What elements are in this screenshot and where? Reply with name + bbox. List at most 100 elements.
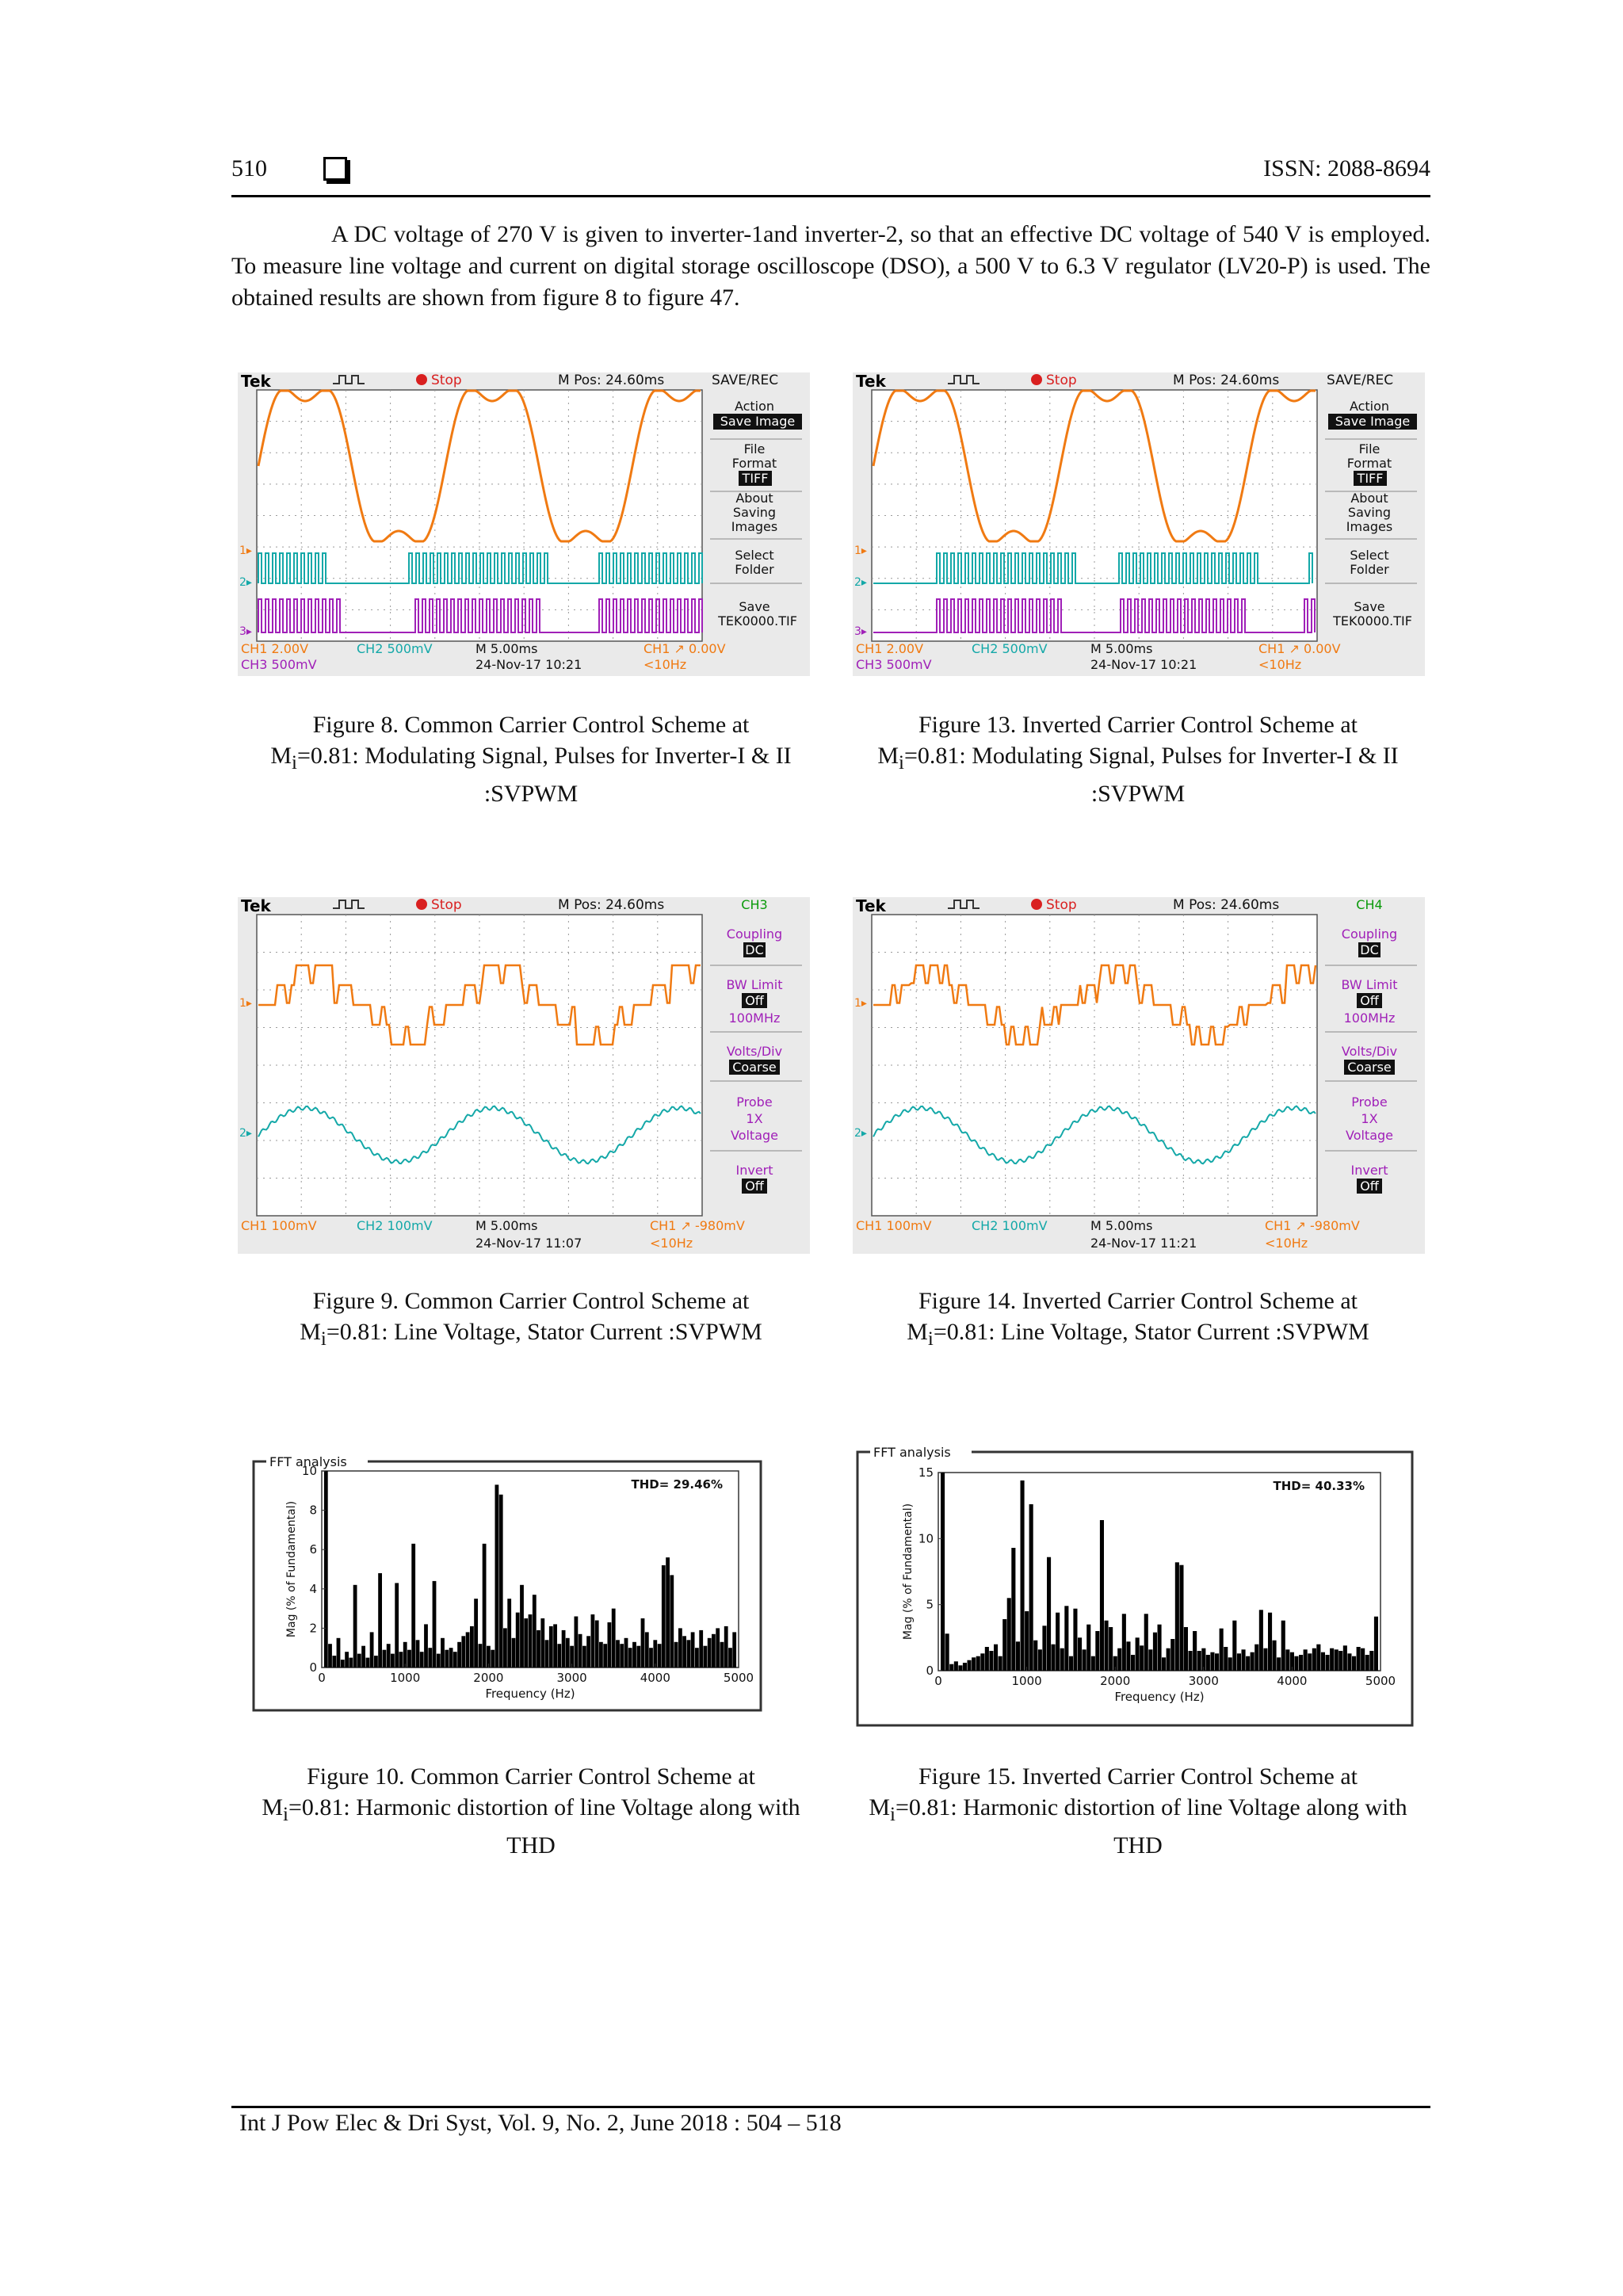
fft-bar [548, 1626, 553, 1668]
fft-bar [1068, 1656, 1073, 1671]
stop-indicator-icon [1031, 899, 1042, 910]
fft-bar [1246, 1656, 1251, 1671]
svg-text:File: File [1359, 441, 1381, 457]
fft-bar [1183, 1627, 1188, 1671]
svg-text:Saving: Saving [1348, 505, 1391, 520]
fft-bar [674, 1641, 678, 1668]
fft-bar [1215, 1653, 1220, 1671]
svg-text:Probe: Probe [736, 1095, 772, 1110]
fft-bar [511, 1637, 516, 1668]
x-tick-label: 5000 [724, 1671, 754, 1685]
fft-bar [1365, 1655, 1369, 1671]
svg-text:CH4: CH4 [1356, 897, 1382, 912]
fft-bar [395, 1583, 399, 1668]
x-tick-label: 4000 [640, 1671, 670, 1685]
y-tick-label: 0 [309, 1660, 317, 1675]
fft-bar [520, 1584, 524, 1668]
fft-bar [353, 1584, 357, 1668]
svg-text:2▸: 2▸ [854, 576, 867, 589]
fft-bar [716, 1628, 720, 1668]
fft-bar [945, 1633, 949, 1671]
fft-bar [994, 1644, 999, 1671]
fft-bar [532, 1595, 537, 1668]
fft-bar [1197, 1651, 1201, 1671]
svg-text:Save: Save [1354, 599, 1384, 614]
fft-bar [1131, 1655, 1136, 1671]
svg-text:BW Limit: BW Limit [727, 977, 783, 992]
oscilloscope-figure-13: Tek Stop M Pos: 24.60ms SAVE/REC Action … [853, 372, 1425, 676]
fft-bar [1166, 1648, 1170, 1671]
svg-text:24-Nov-17 10:21: 24-Nov-17 10:21 [1090, 657, 1197, 672]
fft-bar [1135, 1637, 1140, 1671]
fft-bar [1095, 1631, 1100, 1671]
fft-bar [1144, 1614, 1148, 1671]
fft-bar [465, 1632, 470, 1668]
fft-bar [1121, 1614, 1126, 1671]
svg-text:TIFF: TIFF [1357, 471, 1384, 486]
svg-text:Save Image: Save Image [720, 414, 795, 429]
fft-bar [1060, 1648, 1064, 1671]
fft-bar [1117, 1648, 1122, 1671]
fft-bar [636, 1645, 641, 1668]
fft-bar [1316, 1644, 1321, 1671]
fft-bar [1330, 1648, 1335, 1671]
y-tick-label: 4 [309, 1582, 317, 1596]
fft-bar [998, 1656, 1002, 1671]
svg-text:CH2 100mV: CH2 100mV [972, 1218, 1048, 1233]
stop-indicator-icon [416, 899, 427, 910]
fft-title: FFT analysis [873, 1445, 951, 1460]
menu-title: SAVE/REC [712, 372, 778, 388]
svg-text:M 5.00ms: M 5.00ms [1090, 1218, 1152, 1233]
fft-bar [649, 1648, 653, 1668]
fft-bar [415, 1640, 420, 1668]
fft-bar [328, 1644, 332, 1668]
caption-figure-14: Figure 14. Inverted Carrier Control Sche… [907, 1288, 1369, 1350]
fft-bar [498, 1494, 503, 1668]
svg-text:Invert: Invert [1350, 1163, 1388, 1178]
fft-bar [470, 1626, 474, 1668]
x-axis-label: Frequency (Hz) [1114, 1690, 1204, 1704]
fft-bar [941, 1473, 945, 1671]
fft-bar [678, 1628, 682, 1668]
fft-bar [661, 1565, 666, 1668]
fft-bar [507, 1599, 512, 1668]
fft-bar [1325, 1655, 1330, 1671]
y-tick-label: 15 [918, 1465, 934, 1480]
svg-text:24-Nov-17 11:07: 24-Nov-17 11:07 [475, 1236, 582, 1251]
svg-text:Select: Select [735, 548, 773, 563]
fft-bar [1236, 1653, 1241, 1671]
fft-bar [478, 1644, 483, 1668]
fft-bar [616, 1640, 620, 1668]
fft-bar [1285, 1649, 1290, 1671]
svg-text:Stop: Stop [431, 897, 462, 913]
fft-bar [1303, 1649, 1308, 1671]
fft-bar [1228, 1657, 1232, 1671]
fft-bar [1090, 1656, 1095, 1671]
svg-text:100MHz: 100MHz [729, 1010, 781, 1026]
footer-rule [231, 2106, 1430, 2108]
svg-text:Select: Select [1350, 548, 1388, 563]
fft-bar [958, 1665, 963, 1671]
fft-bar [1002, 1619, 1007, 1671]
fft-bar [1078, 1637, 1083, 1671]
fft-bar [428, 1648, 433, 1668]
fft-bar [537, 1629, 540, 1668]
y-tick-label: 0 [926, 1664, 934, 1678]
svg-text:3▸: 3▸ [239, 625, 252, 638]
fft-bar [561, 1629, 566, 1668]
svg-text:Folder: Folder [735, 562, 774, 577]
fft-bar [1162, 1657, 1167, 1671]
svg-text:M 5.00ms: M 5.00ms [475, 641, 537, 656]
fft-bar [1179, 1564, 1184, 1671]
fft-bar [407, 1649, 411, 1668]
svg-text:CH1 100mV: CH1 100mV [856, 1218, 932, 1233]
fft-bar [712, 1633, 716, 1668]
fft-bar [1281, 1620, 1285, 1671]
scope-status: Stop [1046, 372, 1077, 388]
svg-text:Off: Off [1360, 993, 1380, 1008]
fft-bar [989, 1651, 994, 1671]
fft-bar [962, 1663, 967, 1671]
scope-status: Stop [431, 372, 462, 388]
x-tick-label: 2000 [1100, 1674, 1130, 1688]
svg-text:Images: Images [731, 519, 777, 534]
